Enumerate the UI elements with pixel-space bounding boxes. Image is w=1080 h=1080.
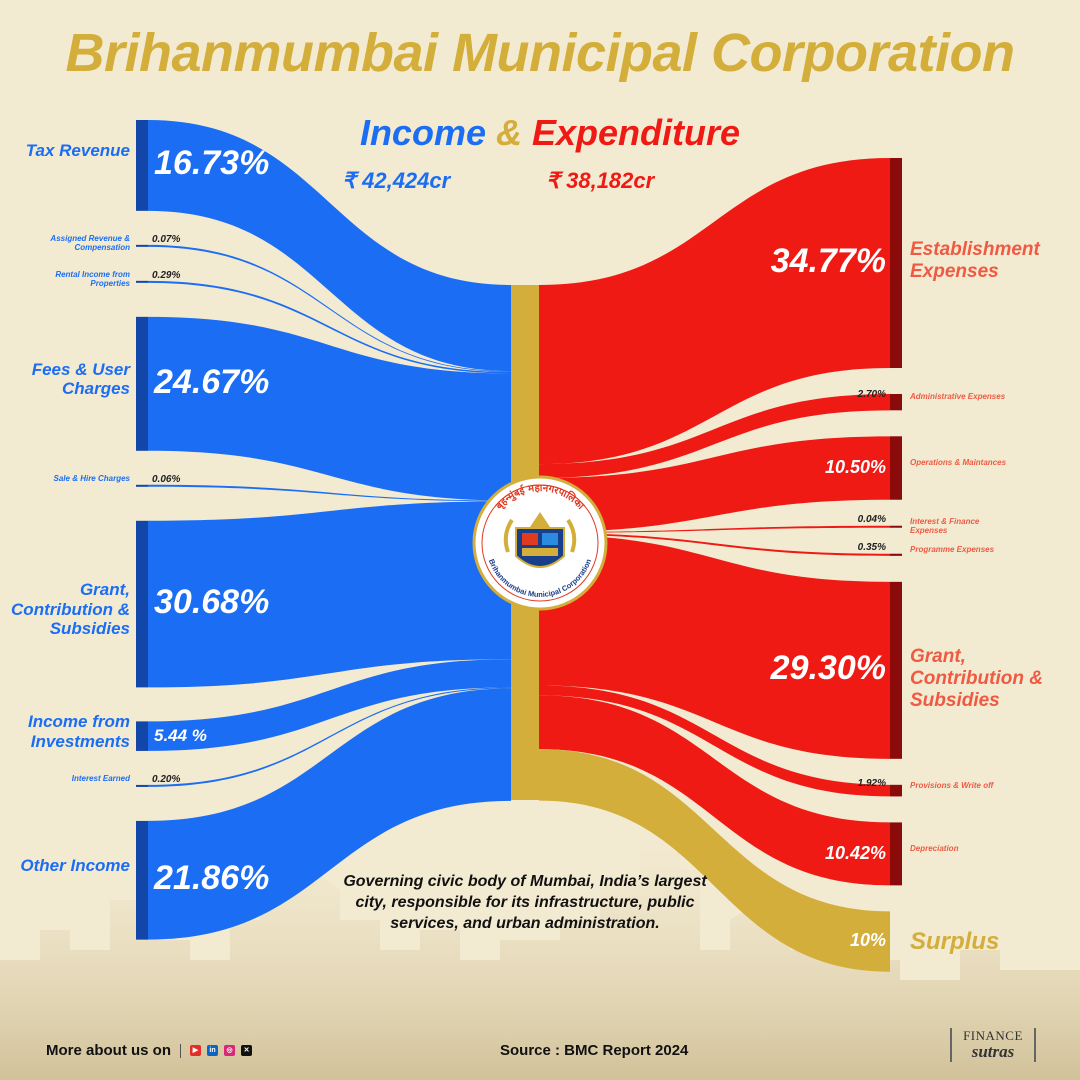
expenditure-total: ₹ 38,182cr	[546, 168, 655, 193]
income-flow-fees-user-charges	[148, 316, 511, 501]
source-note: Source : BMC Report 2024	[500, 1042, 689, 1059]
income-pct-tax-revenue: 16.73%	[154, 144, 270, 183]
expense-pct-provisions-write-off: 1.92%	[857, 777, 886, 789]
expense-label-administrative-expenses: Administrative Expenses	[910, 392, 1006, 402]
income-node-income-from-investments	[136, 721, 148, 751]
expense-pct-administrative-expenses: 2.70%	[857, 389, 886, 401]
expense-label-operations-maintances: Operations & Maintances	[910, 458, 1007, 468]
income-node-interest-earned	[136, 784, 148, 787]
income-pct-fees-user-charges: 24.67%	[154, 362, 270, 401]
income-total: ₹ 42,424cr	[342, 168, 451, 193]
income-node-other-income	[136, 820, 148, 940]
income-pct-rental-income-from-properties: 0.29%	[152, 269, 181, 281]
income-pct-sale-hire-charges: 0.06%	[152, 473, 181, 485]
brand-logo: FINANCE sutras	[950, 1028, 1036, 1062]
subtitle-expenditure: Expenditure	[532, 112, 741, 153]
income-flow-sale-hire-charges	[148, 484, 511, 502]
expense-node-depreciation	[890, 822, 902, 886]
expense-flow-administrative-expenses	[539, 394, 890, 478]
expense-flow-provisions-write-off	[539, 685, 890, 797]
income-node-assigned-revenue-compensation	[136, 244, 148, 247]
expense-label-depreciation: Depreciation	[910, 843, 959, 853]
expense-pct-surplus: 10%	[849, 930, 886, 951]
expense-node-establishment-expenses	[890, 158, 902, 369]
instagram-icon[interactable]: ◎	[224, 1045, 235, 1056]
chart-subtitle: Income & Expenditure	[330, 112, 770, 154]
income-label-fees-user-charges: Fees & User Charges	[31, 359, 130, 399]
income-pct-grant-contribution-subsidies: 30.68%	[154, 583, 270, 622]
expense-label-grant-contribution-subsidies: Grant, Contribution & Subsidies	[910, 646, 1043, 712]
expense-pct-interest-finance-expenses: 0.04%	[857, 513, 886, 525]
income-label-interest-earned: Interest Earned	[71, 773, 130, 783]
income-flow-income-from-investments	[148, 659, 511, 751]
description: Governing civic body of Mumbai, India’s …	[343, 873, 707, 932]
income-node-rental-income-from-properties	[136, 280, 148, 283]
expense-flow-operations-maintances	[539, 436, 890, 533]
income-label-tax-revenue: Tax Revenue	[25, 141, 130, 161]
subtitle-amp: &	[496, 112, 522, 153]
income-node-tax-revenue	[136, 120, 148, 211]
income-flow-rental-income-from-properties	[148, 280, 511, 374]
income-pct-assigned-revenue-compensation: 0.07%	[152, 233, 181, 245]
expense-node-operations-maintances	[890, 436, 902, 500]
subtitle-income: Income	[359, 112, 486, 153]
expense-node-provisions-write-off	[890, 784, 902, 797]
page-title: Brihanmumbai Municipal Corporation	[65, 23, 1015, 83]
income-pct-interest-earned: 0.20%	[152, 773, 181, 785]
income-label-other-income: Other Income	[20, 856, 130, 876]
income-flow-other-income	[148, 688, 511, 940]
sankey-nodes	[136, 120, 902, 940]
expense-node-interest-finance-expenses	[890, 525, 902, 528]
brand-top: FINANCE	[963, 1028, 1023, 1043]
income-node-sale-hire-charges	[136, 484, 148, 487]
income-label-sale-hire-charges: Sale & Hire Charges	[53, 473, 130, 483]
expense-label-programme-expenses: Programme Expenses	[910, 544, 995, 554]
income-node-grant-contribution-subsidies	[136, 520, 148, 688]
expense-flow-programme-expenses	[539, 532, 890, 556]
more-about-label: More about us on	[46, 1042, 171, 1059]
youtube-icon[interactable]: ▶	[190, 1045, 201, 1056]
expense-pct-grant-contribution-subsidies: 29.30%	[770, 649, 886, 688]
bmc-emblem: बृहन्मुंबई महानगरपालिका Brihanmumbai Mun…	[472, 475, 608, 611]
income-pct-income-from-investments: 5.44 %	[154, 725, 207, 745]
income-label-rental-income-from-properties: Rental Income from Properties	[55, 269, 130, 289]
income-pct-other-income: 21.86%	[154, 859, 270, 898]
x-icon[interactable]: ✕	[241, 1045, 252, 1056]
expense-label-interest-finance-expenses: Interest & Finance Expenses	[910, 516, 980, 535]
expense-flow-surplus	[539, 749, 890, 972]
expense-pct-operations-maintances: 10.50%	[824, 456, 886, 477]
expense-pct-programme-expenses: 0.35%	[857, 541, 886, 553]
expense-label-surplus: Surplus	[910, 927, 1000, 955]
income-flow-assigned-revenue-compensation	[148, 244, 511, 372]
expense-pct-establishment-expenses: 34.77%	[770, 241, 886, 280]
income-flow-interest-earned	[148, 687, 511, 787]
social-links: More about us on ▶ in ◎ ✕	[46, 1042, 252, 1059]
expense-flow-depreciation	[539, 695, 890, 886]
expense-node-administrative-expenses	[890, 394, 902, 411]
income-flow-grant-contribution-subsidies	[148, 501, 511, 688]
expense-label-establishment-expenses: Establishment Expenses	[910, 239, 1040, 282]
expense-node-grant-contribution-subsidies	[890, 581, 902, 759]
income-label-grant-contribution-subsidies: Grant, Contribution & Subsidies	[11, 580, 130, 639]
income-flow-tax-revenue	[148, 120, 511, 372]
expense-label-provisions-write-off: Provisions & Write off	[910, 780, 994, 790]
income-node-fees-user-charges	[136, 316, 148, 451]
expense-pct-depreciation: 10.42%	[824, 842, 886, 863]
expense-flow-grant-contribution-subsidies	[539, 534, 890, 759]
expense-flow-interest-finance-expenses	[539, 525, 890, 533]
income-label-income-from-investments: Income from Investments	[27, 712, 130, 751]
brand-bottom: sutras	[971, 1042, 1015, 1061]
linkedin-icon[interactable]: in	[207, 1045, 218, 1056]
expense-flow-establishment-expenses	[539, 158, 890, 465]
sankey-flows	[148, 120, 890, 972]
income-label-assigned-revenue-compensation: Assigned Revenue & Compensation	[50, 233, 130, 253]
expense-node-programme-expenses	[890, 553, 902, 556]
